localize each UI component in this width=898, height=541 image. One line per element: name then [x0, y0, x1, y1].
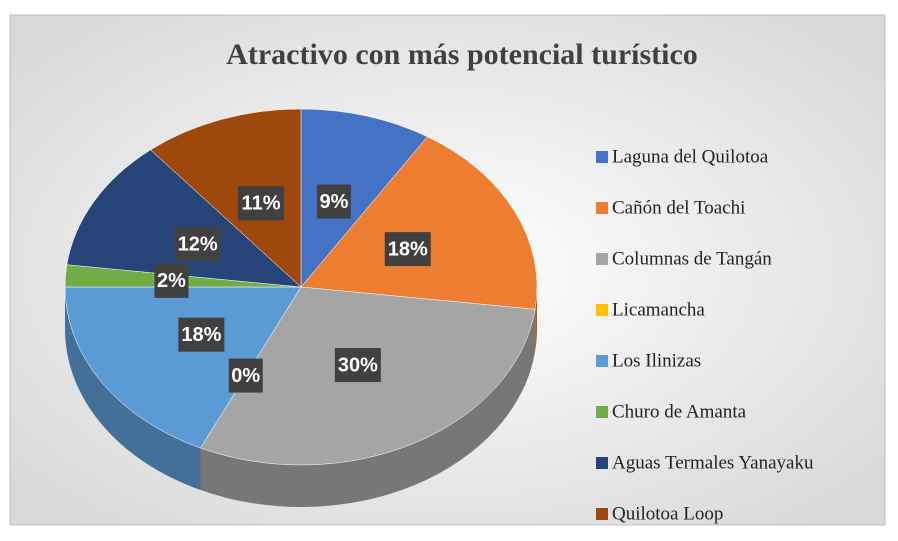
- data-label: 18%: [181, 324, 221, 346]
- data-label: 11%: [242, 193, 281, 215]
- legend-swatch: [596, 355, 608, 367]
- legend-label: Aguas Termales Yanayaku: [612, 452, 814, 473]
- legend-label: Cañón del Toachi: [612, 197, 745, 218]
- data-label-box: [316, 184, 351, 219]
- data-labels: 9% 18% 30% 0% 18% 2% 12% 11%: [154, 184, 431, 393]
- legend-swatch: [596, 151, 608, 163]
- legend-swatch: [596, 457, 608, 469]
- pie-sides: [65, 287, 537, 507]
- data-label-box: [154, 263, 189, 298]
- legend-label: Churo de Amanta: [612, 401, 747, 422]
- data-label: 9%: [319, 191, 348, 213]
- legend-swatch: [596, 202, 608, 214]
- pie-tops: [64, 108, 538, 466]
- data-label-box: [174, 227, 221, 262]
- legend-swatch: [596, 508, 608, 520]
- data-label: 0%: [231, 365, 260, 387]
- pie-slice-side: [535, 287, 537, 352]
- data-label-box: [334, 347, 381, 382]
- legend-label: Licamancha: [612, 299, 705, 320]
- pie-slice: [66, 149, 302, 288]
- data-label: 2%: [157, 270, 186, 292]
- data-label-box: [228, 358, 263, 393]
- data-label-box: [178, 317, 225, 352]
- data-label: 12%: [178, 233, 218, 255]
- data-label-box: [238, 186, 285, 221]
- legend-swatch: [596, 304, 608, 316]
- data-label: 30%: [338, 354, 378, 376]
- data-label: 18%: [388, 238, 428, 260]
- legend-label: Quilotoa Loop: [612, 503, 723, 524]
- pie-slice-side: [65, 287, 201, 491]
- legend-swatch: [596, 253, 608, 265]
- pie-slice: [300, 136, 538, 310]
- pie-slice: [64, 286, 302, 449]
- pie-slice: [300, 108, 428, 288]
- legend-label: Los Ilinizas: [612, 350, 701, 371]
- legend-label: Laguna del Quilotoa: [612, 146, 769, 167]
- legend: Laguna del Quilotoa Cañón del Toachi Colum…: [596, 146, 814, 524]
- pie-slice-side: [200, 309, 536, 507]
- chart-title: Atractivo con más potencial turístico: [226, 38, 698, 71]
- legend-swatch: [596, 406, 608, 418]
- pie-slice: [150, 108, 302, 288]
- legend-label: Columnas de Tangán: [612, 248, 772, 269]
- data-label-box: [384, 232, 431, 267]
